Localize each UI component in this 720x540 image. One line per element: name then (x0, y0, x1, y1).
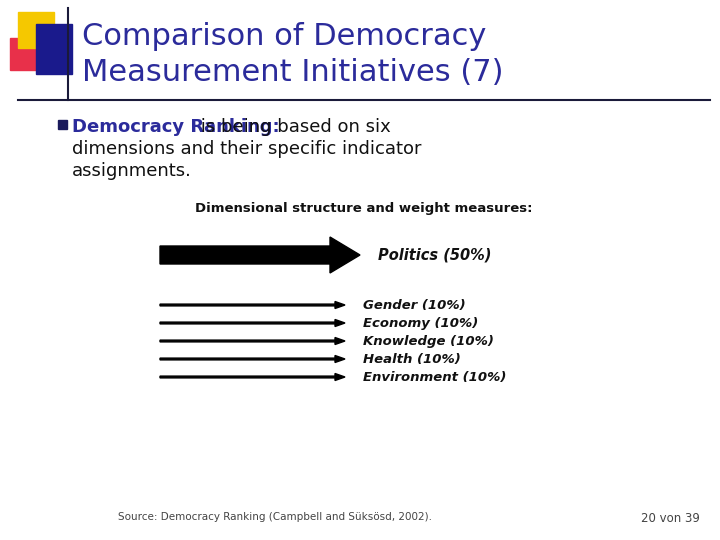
Text: Environment (10%): Environment (10%) (363, 370, 506, 383)
Text: Dimensional structure and weight measures:: Dimensional structure and weight measure… (195, 202, 533, 215)
Text: Politics (50%): Politics (50%) (378, 247, 491, 262)
Text: Economy (10%): Economy (10%) (363, 316, 478, 329)
FancyArrow shape (160, 355, 345, 362)
Text: dimensions and their specific indicator: dimensions and their specific indicator (72, 140, 421, 158)
Text: Democracy Ranking:: Democracy Ranking: (72, 118, 279, 136)
Text: Knowledge (10%): Knowledge (10%) (363, 334, 494, 348)
Text: 20 von 39: 20 von 39 (641, 512, 700, 525)
Text: Comparison of Democracy: Comparison of Democracy (82, 22, 487, 51)
Bar (18, 12, 54, 48)
Text: Health (10%): Health (10%) (363, 353, 461, 366)
Bar (10, 38, 44, 70)
Text: Measurement Initiatives (7): Measurement Initiatives (7) (82, 58, 503, 87)
Bar (58, 120, 67, 129)
Bar (36, 24, 72, 74)
Text: is being based on six: is being based on six (195, 118, 391, 136)
FancyArrow shape (160, 301, 345, 308)
Text: assignments.: assignments. (72, 162, 192, 180)
Text: Gender (10%): Gender (10%) (363, 299, 466, 312)
Text: Source: Democracy Ranking (Campbell and Süksösd, 2002).: Source: Democracy Ranking (Campbell and … (118, 512, 432, 522)
FancyArrow shape (160, 374, 345, 381)
FancyArrow shape (160, 237, 360, 273)
FancyArrow shape (160, 320, 345, 327)
FancyArrow shape (160, 338, 345, 345)
